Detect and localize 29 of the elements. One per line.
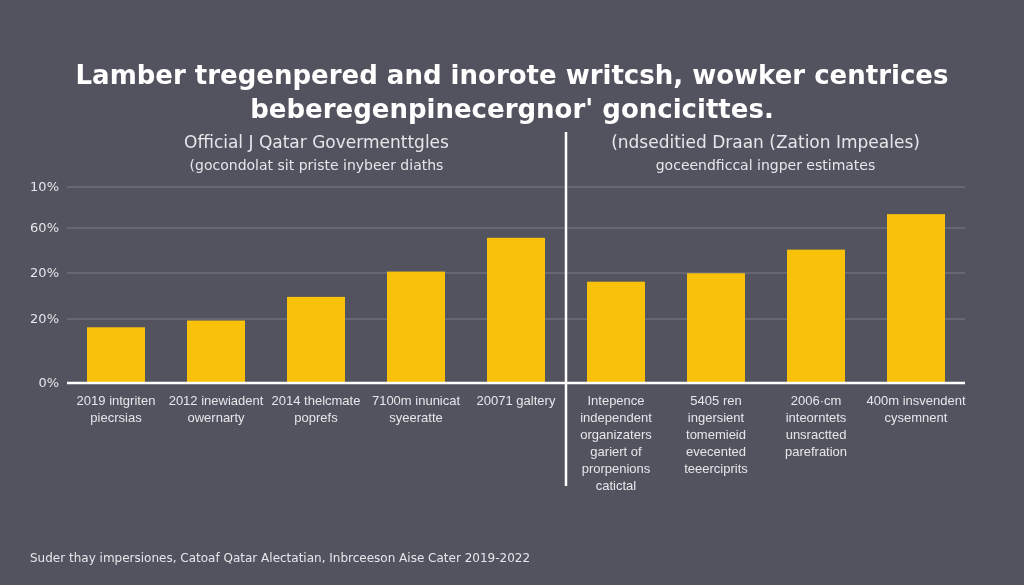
text: 20% — [30, 311, 59, 326]
x-tick-label: 2012 inewiadent owernarty — [168, 393, 264, 425]
text: 0% — [38, 375, 59, 390]
text: 10% — [30, 179, 59, 194]
chart-title: Lamber tregenpered and inorote writcsh, wowker centrices beberegenpinecergnor' goncicittes. — [75, 60, 949, 124]
x-tick-label: 20071 galtery — [476, 393, 556, 408]
bar — [287, 296, 345, 383]
x-tick-label: 7100m inunicat syeeratte — [371, 393, 461, 425]
x-tick-label: 2006·cm inteorntets unsractted parefration — [784, 393, 848, 459]
bar — [587, 281, 645, 383]
text: goceendficcal ingper estimates — [655, 157, 876, 173]
bar — [87, 327, 145, 383]
text: Official J Qatar Govermenttgles — [184, 132, 450, 152]
x-tick-label: 2019 intgriten piecrsias — [76, 393, 156, 425]
bar — [887, 214, 945, 383]
bar — [387, 271, 445, 383]
text: 20% — [30, 265, 59, 280]
bar — [687, 273, 745, 383]
text: (ndseditied Draan (Zation Impeales) — [611, 132, 920, 152]
x-tick-label: 2014 thelcmate poprefs — [271, 393, 361, 425]
x-tick-label: Intepence independent organizaters gariert of prorpenions catictal — [580, 393, 653, 493]
bar — [487, 237, 545, 383]
bar — [787, 249, 845, 383]
text: (gocondolat sit priste inybeer diaths — [189, 157, 444, 173]
x-tick-label: 5405 ren ingersient tomemieid evecented teeerciprits — [684, 393, 749, 476]
text: Suder thay impersiones, Catoaf Qatar Alectatian, Inbrceeson Aise Cater 2019-2022 — [30, 551, 531, 565]
text: 60% — [30, 220, 59, 235]
bar — [187, 320, 245, 383]
x-tick-label: 400m insvendent cysemnent — [866, 393, 966, 425]
